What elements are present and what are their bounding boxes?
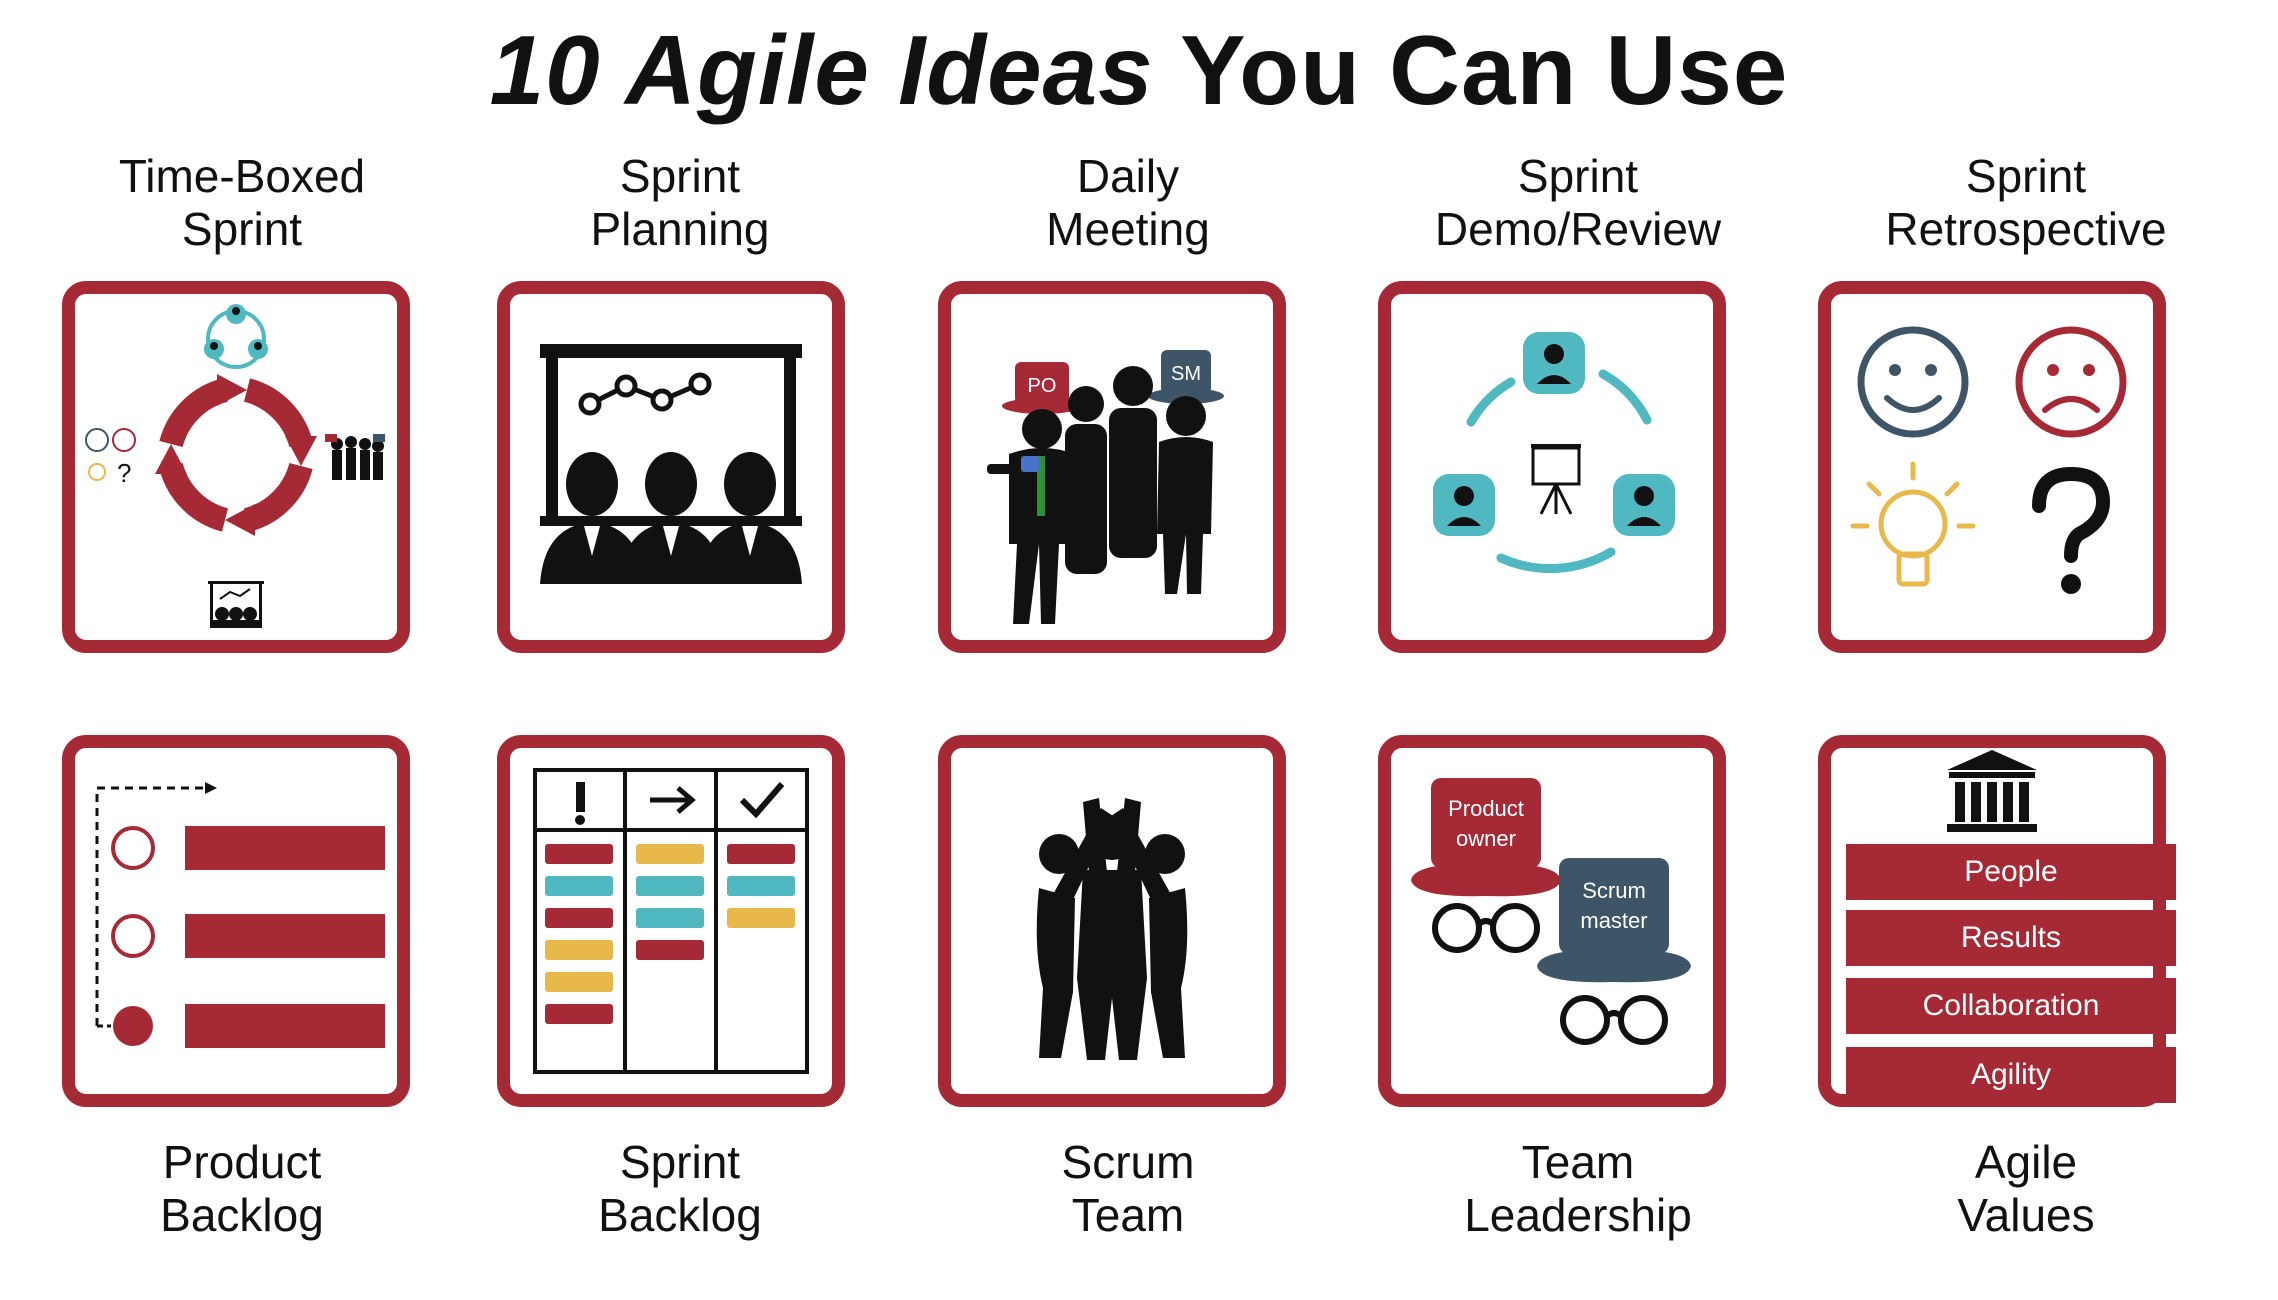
card-daily-meeting: PO SM [938, 281, 1286, 653]
label-line: Team [1071, 1189, 1185, 1241]
label-line: Product [162, 1136, 322, 1188]
label-sprint-backlog: Sprint Backlog [460, 1136, 900, 1242]
label-line: Sprint [1517, 150, 1639, 202]
title-rest: You Can Use [1180, 15, 1789, 125]
label-sprint-demo-review: Sprint Demo/Review [1358, 150, 1798, 256]
kanban-board-icon [533, 768, 809, 1074]
label-line: Retrospective [1885, 203, 2167, 255]
card-sprint-backlog [497, 735, 845, 1107]
po-hat-line1: Product [1448, 796, 1524, 821]
label-line: Backlog [598, 1189, 762, 1241]
label-line: Daily [1076, 150, 1180, 202]
daily-meeting-icon: PO SM [987, 350, 1224, 624]
label-line: Agile [1974, 1136, 2078, 1188]
planning-board-icon [540, 344, 802, 584]
title-emphasis: 10 Agile Ideas [489, 15, 1154, 125]
question-mark-icon [2032, 466, 2111, 594]
product-owner-hat-icon: Product owner [1411, 778, 1561, 897]
label-sprint-retrospective: Sprint Retrospective [1806, 150, 2246, 256]
sm-hat-line2: master [1580, 908, 1647, 933]
card-agile-values: People Results Collaboration Agility [1818, 735, 2176, 1107]
label-line: Values [1957, 1189, 2095, 1241]
demo-review-icon [1433, 332, 1675, 574]
sm-hat-label: SM [1171, 363, 1201, 385]
card-sprint-demo-review [1378, 281, 1726, 653]
retrospective-icon [1850, 326, 2127, 594]
product-backlog-icon [95, 782, 385, 1048]
card-sprint-retrospective [1818, 281, 2166, 653]
label-line: Sprint [619, 150, 741, 202]
label-line: Sprint [181, 203, 303, 255]
label-line: Leadership [1464, 1189, 1692, 1241]
label-agile-values: Agile Values [1806, 1136, 2246, 1242]
label-time-boxed-sprint: Time-Boxed Sprint [22, 150, 462, 256]
scrum-team-icon [1036, 798, 1188, 1060]
agile-values-icon [1947, 750, 2037, 832]
card-scrum-team [938, 735, 1286, 1107]
label-daily-meeting: Daily Meeting [908, 150, 1348, 256]
label-line: Scrum [1061, 1136, 1195, 1188]
page-title: 10 Agile Ideas You Can Use [0, 10, 2278, 130]
building-icon [1947, 750, 2037, 832]
lightbulb-icon [1850, 461, 1976, 587]
sm-glasses-icon [1560, 995, 1668, 1045]
sprint-cycle-icon: ? [85, 304, 385, 628]
value-people: People [1846, 844, 2176, 900]
label-product-backlog: Product Backlog [22, 1136, 462, 1242]
happy-face-icon [1857, 326, 1969, 438]
card-sprint-planning [497, 281, 845, 653]
leadership-hats-icon: Product owner Scrum master [1411, 778, 1691, 1045]
label-line: Sprint [1965, 150, 2087, 202]
scrum-master-hat-icon: Scrum master [1537, 858, 1691, 983]
label-line: Sprint [619, 1136, 741, 1188]
label-scrum-team: Scrum Team [908, 1136, 1348, 1242]
label-line: Team [1521, 1136, 1635, 1188]
po-hat-line2: owner [1456, 826, 1516, 851]
label-line: Backlog [160, 1189, 324, 1241]
sad-face-icon [2015, 326, 2127, 438]
label-sprint-planning: Sprint Planning [460, 150, 900, 256]
label-line: Time-Boxed [118, 150, 366, 202]
svg-text:?: ? [117, 458, 131, 488]
sm-hat-line1: Scrum [1582, 878, 1646, 903]
label-line: Planning [590, 203, 770, 255]
po-glasses-icon [1432, 903, 1540, 953]
label-line: Demo/Review [1434, 203, 1722, 255]
label-line: Meeting [1046, 203, 1210, 255]
card-time-boxed-sprint: ? [62, 281, 410, 653]
value-agility: Agility [1846, 1047, 2176, 1103]
card-product-backlog [62, 735, 410, 1107]
card-team-leadership: Product owner Scrum master [1378, 735, 1726, 1107]
value-collaboration: Collaboration [1846, 978, 2176, 1034]
value-results: Results [1846, 910, 2176, 966]
label-team-leadership: Team Leadership [1358, 1136, 1798, 1242]
po-hat-label: PO [1028, 375, 1057, 397]
